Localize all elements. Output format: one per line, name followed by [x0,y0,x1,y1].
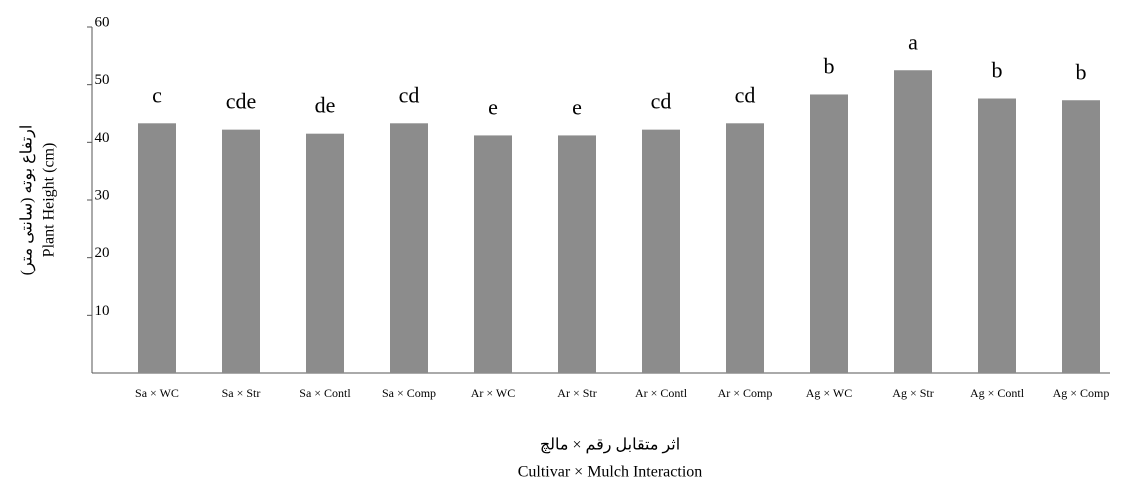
bar-annotation: e [572,94,582,119]
x-tick-label: Sa × Str [222,386,261,400]
bar [222,129,260,373]
bar-annotation: b [1076,59,1087,84]
x-tick-label: Sa × WC [135,386,179,400]
bar-annotation: de [315,93,336,118]
x-tick-label: Ag × Comp [1053,386,1110,400]
bar [306,133,344,373]
y-tick-label: 50 [95,72,110,88]
bar [810,94,848,373]
x-axis-title: Cultivar × Mulch Interaction [518,464,703,481]
x-tick-label: Ar × Str [557,386,596,400]
bar-annotation: c [152,82,162,107]
bar-annotation: b [992,58,1003,83]
bar-annotation: cd [651,89,672,114]
bar [726,123,764,373]
x-tick-label: Sa × Comp [382,386,436,400]
bar [978,98,1016,374]
bar-annotation: cd [399,82,420,107]
x-tick-label: Ag × Contl [970,386,1025,400]
bar [390,123,428,373]
x-tick-label: Ar × WC [471,386,516,400]
bar [138,123,176,373]
y-axis-title-fa: ارتفاع بوته (سانتی متر) [19,125,36,276]
y-tick-label: 60 [95,14,110,30]
bar-annotation: e [488,94,498,119]
bar [642,129,680,373]
x-tick-label: Ar × Comp [718,386,773,400]
y-tick-label: 20 [95,245,110,261]
bar-annotation: cde [226,89,257,114]
x-tick-label: Ag × Str [892,386,933,400]
bar [894,70,932,373]
bar [1062,100,1100,373]
x-tick-label: Ag × WC [806,386,853,400]
bar [474,135,512,373]
bar-annotation: b [824,54,835,79]
y-tick-label: 40 [95,130,110,146]
bar [558,135,596,373]
bar-annotation: a [908,29,918,54]
bar-annotation: cd [735,82,756,107]
x-tick-label: Sa × Contl [299,386,351,400]
x-axis-title-fa: اثر متقابل رقم × مالچ [540,437,680,454]
x-tick-label: Ar × Contl [635,386,688,400]
y-tick-label: 30 [95,187,110,203]
y-tick-label: 10 [95,303,110,319]
y-axis-title: Plant Height (cm) [41,143,58,258]
